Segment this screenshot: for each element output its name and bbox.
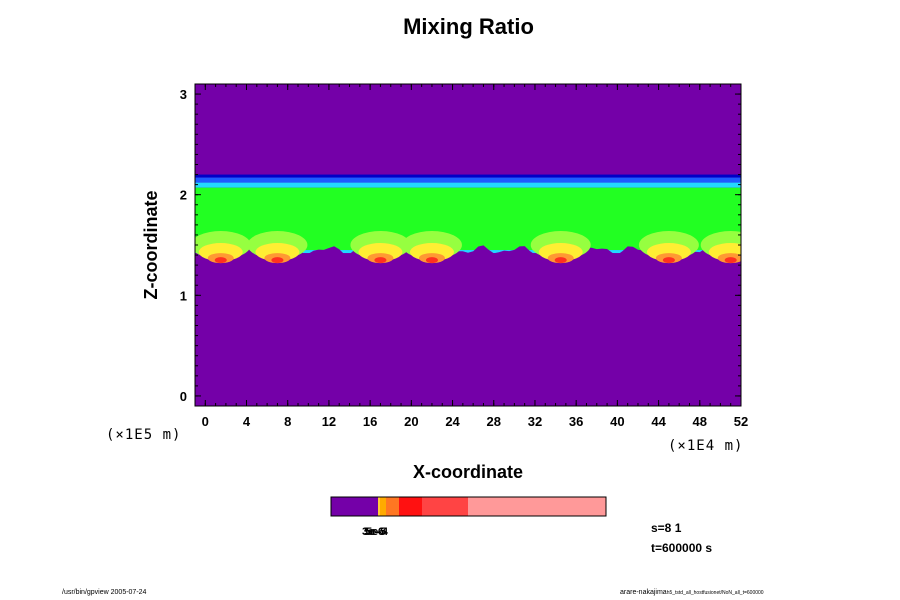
plume-2 [350, 231, 411, 264]
x-axis-label: X-coordinate [413, 462, 523, 482]
layer-top-dark-blue [195, 174, 741, 178]
y-tick-label: 1 [180, 288, 187, 303]
x-tick-label: 40 [610, 414, 624, 429]
plume-red [214, 257, 227, 264]
layer-bottom-edge [195, 245, 741, 261]
plume-red [724, 257, 737, 264]
x-tick-label: 52 [734, 414, 748, 429]
colorbar-segment-4 [399, 497, 422, 516]
plume-1 [247, 231, 308, 264]
plume-4 [530, 231, 591, 264]
colorbar-label: 3e-6 [362, 526, 384, 538]
x-tick-label: 16 [363, 414, 377, 429]
y-axis-label: Z-coordinate [141, 190, 161, 299]
plume-red [662, 257, 675, 264]
plume-6 [700, 231, 741, 264]
footer-right-small: h5_tstd_all_hostfusionet/NoN_all_t=60000… [666, 590, 764, 596]
y-unit-label: (×1E5 m) [106, 427, 181, 443]
plume-red [425, 257, 438, 264]
colorbar-label: 5e-5 [364, 526, 386, 538]
layer-bottom-cyan [195, 250, 741, 254]
plume-red [374, 257, 387, 264]
colorbar-frame [330, 496, 607, 517]
x-tick-label: 48 [693, 414, 707, 429]
x-tick-label: 8 [284, 414, 291, 429]
x-tick-label: 4 [243, 414, 251, 429]
footer-left: /usr/bin/gpview 2005-07-24 [62, 589, 147, 596]
x-unit-label: (×1E4 m) [668, 438, 743, 454]
colorbar: 3e-65e-55e-4 [330, 496, 607, 538]
plot-area [195, 84, 741, 406]
x-tick-label: 0 [202, 414, 209, 429]
plume-0 [195, 231, 251, 264]
y-tick-label: 0 [180, 389, 187, 404]
x-tick-label: 20 [404, 414, 418, 429]
colorbar-segment-3 [386, 497, 399, 516]
chart-title: Mixing Ratio [403, 14, 534, 39]
x-tick-label: 36 [569, 414, 583, 429]
colorbar-segment-1 [378, 497, 380, 516]
footer-right: arare-nakajimah5_tstd_all_hostfusionet/N… [620, 589, 764, 596]
plume-3 [401, 231, 462, 264]
plume-5 [638, 231, 699, 264]
info-s: s=8 1 [651, 521, 682, 535]
x-tick-label: 12 [322, 414, 336, 429]
x-tick-label: 44 [651, 414, 666, 429]
x-tick-label: 32 [528, 414, 542, 429]
colorbar-label: 5e-4 [366, 526, 389, 538]
footer-right-main: arare-nakajima [620, 589, 667, 596]
plume-red [554, 257, 567, 264]
layer-top-cyan [195, 182, 741, 188]
colorbar-segment-6 [468, 497, 606, 516]
colorbar-segment-0 [331, 497, 378, 516]
layer-top-blue [195, 177, 741, 183]
info-t: t=600000 s [651, 541, 713, 555]
y-tick-label: 3 [180, 87, 187, 102]
x-tick-label: 28 [487, 414, 501, 429]
colorbar-segment-5 [422, 497, 468, 516]
colorbar-segment-2 [380, 497, 386, 516]
plume-red [271, 257, 284, 264]
y-tick-label: 2 [180, 188, 187, 203]
x-tick-label: 24 [445, 414, 460, 429]
